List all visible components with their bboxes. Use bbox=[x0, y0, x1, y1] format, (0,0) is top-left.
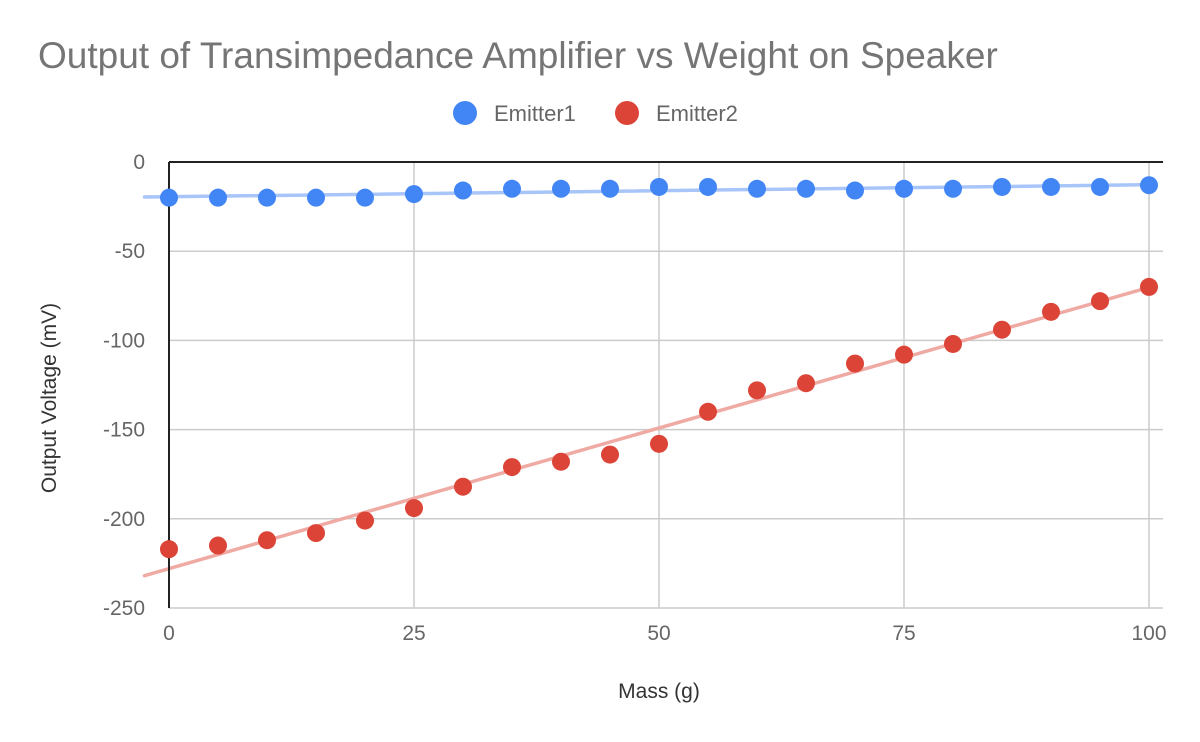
data-point-emitter1 bbox=[160, 188, 178, 207]
data-point-emitter1 bbox=[797, 179, 815, 198]
y-tick-label: -250 bbox=[103, 597, 145, 620]
data-point-emitter2 bbox=[503, 458, 521, 477]
data-point-emitter1 bbox=[1140, 176, 1158, 195]
data-point-emitter1 bbox=[944, 179, 962, 198]
data-point-emitter1 bbox=[307, 188, 325, 207]
data-point-emitter2 bbox=[258, 531, 276, 550]
x-tick-label: 50 bbox=[647, 622, 670, 645]
x-tick-label: 0 bbox=[163, 622, 175, 645]
y-tick-label: -200 bbox=[103, 508, 145, 531]
data-point-emitter1 bbox=[1042, 177, 1060, 196]
y-tick-label: 0 bbox=[133, 151, 145, 174]
data-point-emitter2 bbox=[307, 524, 325, 543]
data-point-emitter1 bbox=[552, 179, 570, 198]
legend-marker-emitter1 bbox=[453, 101, 477, 125]
data-point-emitter2 bbox=[209, 536, 227, 555]
data-point-emitter1 bbox=[895, 179, 913, 198]
data-point-emitter1 bbox=[748, 179, 766, 198]
data-point-emitter2 bbox=[846, 354, 864, 373]
gridlines bbox=[169, 162, 1163, 609]
legend: Emitter1 Emitter2 bbox=[453, 101, 738, 126]
data-point-emitter1 bbox=[650, 177, 668, 196]
data-point-emitter2 bbox=[1091, 292, 1109, 311]
data-point-emitter2 bbox=[797, 374, 815, 393]
data-point-emitter2 bbox=[601, 445, 619, 464]
x-tick-label: 25 bbox=[402, 622, 425, 645]
data-point-emitter1 bbox=[405, 185, 423, 204]
data-point-emitter2 bbox=[895, 345, 913, 364]
data-point-emitter1 bbox=[454, 181, 472, 200]
tick-labels: 0 -50 -100 -150 -200 -250 0 25 50 75 100 bbox=[103, 151, 1167, 645]
data-point-emitter1 bbox=[503, 179, 521, 198]
y-tick-label: -50 bbox=[115, 240, 145, 263]
data-point-emitter1 bbox=[993, 177, 1011, 196]
x-tick-label: 100 bbox=[1131, 622, 1166, 645]
data-point-emitter1 bbox=[258, 188, 276, 207]
data-point-emitter2 bbox=[160, 540, 178, 559]
data-point-emitter1 bbox=[846, 181, 864, 200]
data-points bbox=[160, 176, 1158, 559]
x-axis-title: Mass (g) bbox=[618, 680, 700, 703]
data-point-emitter2 bbox=[650, 434, 668, 453]
data-point-emitter1 bbox=[209, 188, 227, 207]
data-point-emitter2 bbox=[1140, 277, 1158, 296]
data-point-emitter2 bbox=[699, 402, 717, 421]
data-point-emitter2 bbox=[748, 381, 766, 400]
data-point-emitter1 bbox=[601, 179, 619, 198]
x-tick-label: 75 bbox=[892, 622, 915, 645]
chart-title: Output of Transimpedance Amplifier vs We… bbox=[38, 35, 998, 76]
data-point-emitter1 bbox=[699, 177, 717, 196]
legend-marker-emitter2 bbox=[615, 101, 639, 125]
data-point-emitter2 bbox=[356, 511, 374, 530]
data-point-emitter2 bbox=[552, 452, 570, 471]
data-point-emitter2 bbox=[944, 334, 962, 353]
y-tick-label: -150 bbox=[103, 419, 145, 442]
legend-label-emitter2: Emitter2 bbox=[656, 101, 738, 126]
data-point-emitter2 bbox=[454, 477, 472, 496]
data-point-emitter2 bbox=[993, 320, 1011, 339]
trendlines bbox=[142, 182, 1151, 578]
data-point-emitter2 bbox=[405, 499, 423, 518]
data-point-emitter1 bbox=[356, 188, 374, 207]
y-axis-title: Output Voltage (mV) bbox=[38, 303, 61, 493]
y-tick-label: -100 bbox=[103, 329, 145, 352]
data-point-emitter2 bbox=[1042, 302, 1060, 321]
axes bbox=[168, 161, 1163, 608]
legend-label-emitter1: Emitter1 bbox=[494, 101, 576, 126]
data-point-emitter1 bbox=[1091, 177, 1109, 196]
